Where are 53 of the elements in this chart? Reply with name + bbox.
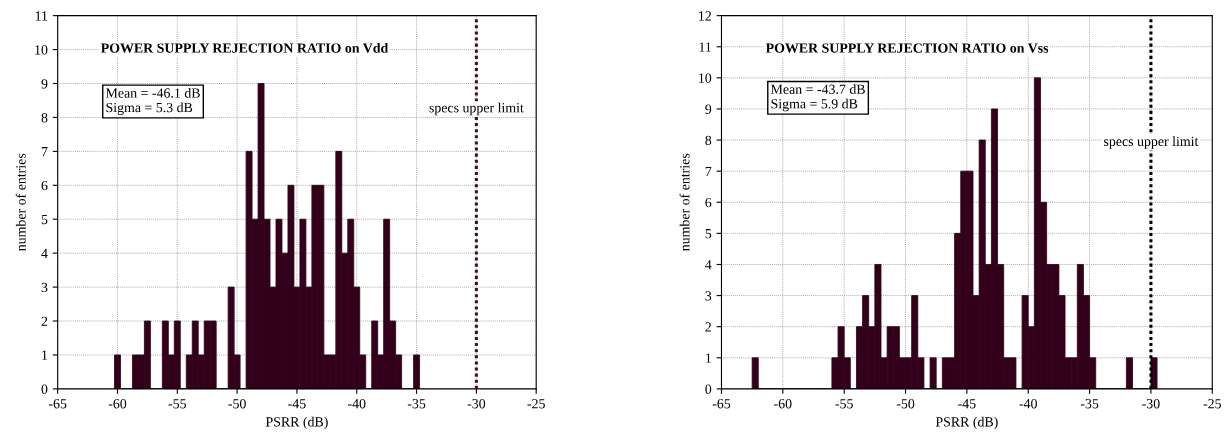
x-tick-label: -45 [288, 399, 306, 409]
x-tick-label: -55 [168, 399, 187, 409]
y-tick-label: 2 [705, 322, 711, 332]
x-axis-title: PSRR (dB) [265, 416, 328, 430]
y-tick-label: 3 [41, 282, 48, 293]
annotation: Mean = -46.1 dB Sigma = 5.3 dB [105, 87, 200, 116]
x-tick-label: -30 [467, 399, 486, 409]
x-tick-label: -60 [774, 399, 792, 409]
x-tick-label: -45 [958, 399, 976, 409]
x-tick-label: -50 [896, 399, 915, 409]
x-tick-label: -60 [108, 399, 127, 409]
x-tick-label: -55 [835, 399, 853, 409]
y-tick-label: 5 [705, 229, 712, 239]
y-tick-label: 9 [705, 104, 712, 114]
x-tick-label: -30 [1142, 399, 1160, 409]
text: POWER SUPPLY REJECTION RATIO on Vss [765, 43, 1049, 53]
x-tick-label: -65 [712, 399, 731, 409]
x-tick-label: -35 [407, 399, 426, 409]
y-tick-label: 0 [705, 384, 712, 394]
x-tick-label: -65 [48, 399, 67, 409]
y-tick-label: 4 [41, 248, 48, 258]
y-tick-label: 10 [35, 45, 48, 55]
y-tick-label: 6 [705, 197, 712, 208]
ref-line-label: specs upper limit [429, 102, 524, 116]
y-tick-label: 1 [706, 353, 711, 363]
annotation: Mean = -43.7 dB Sigma = 5.9 dB [770, 84, 865, 112]
y-tick-label: 8 [705, 135, 712, 146]
y-tick-label: 11 [35, 11, 48, 21]
x-tick-label: -50 [228, 399, 246, 409]
x-axis-title: PSRR (dB) [935, 416, 998, 430]
y-tick-label: 3 [705, 291, 712, 301]
y-tick-label: 10 [699, 73, 712, 83]
y-axis-title: number of entries [679, 153, 690, 251]
x-tick-label: -25 [1203, 399, 1221, 409]
y-tick-label: 7 [41, 147, 48, 157]
y-tick-label: 0 [41, 384, 48, 394]
y-tick-label: 11 [699, 42, 711, 52]
y-tick-label: 1 [42, 350, 48, 360]
ref-line-label: specs upper limit [1104, 136, 1199, 149]
x-tick-label: -40 [348, 399, 366, 409]
y-tick-label: 5 [41, 214, 48, 225]
text: POWER SUPPLY REJECTION RATIO on Vdd [100, 42, 389, 53]
y-tick-label: 8 [41, 113, 48, 123]
y-tick-label: 6 [41, 180, 48, 191]
x-tick-label: -25 [527, 399, 545, 409]
y-tick-label: 12 [699, 11, 711, 21]
x-tick-label: -40 [1019, 399, 1037, 409]
y-tick-label: 7 [705, 166, 712, 176]
x-tick-label: -35 [1080, 399, 1099, 409]
y-tick-label: 4 [705, 260, 712, 270]
y-tick-label: 2 [41, 316, 48, 326]
y-tick-label: 9 [41, 79, 48, 89]
y-axis-title: number of entries [15, 153, 26, 251]
